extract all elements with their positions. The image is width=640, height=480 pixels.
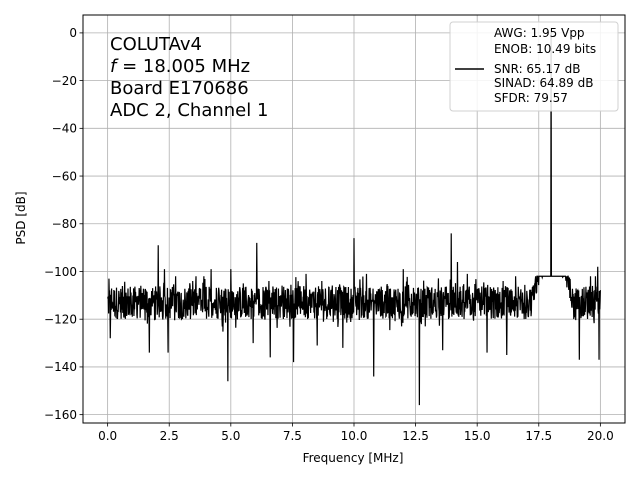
y-axis-label: PSD [dB]: [14, 191, 28, 244]
x-tick-label: 20.0: [587, 429, 614, 443]
annotation-line-1: COLUTAv4: [110, 34, 202, 55]
x-tick-label: 10.0: [341, 429, 368, 443]
y-tick-label: −60: [52, 169, 77, 183]
annotation-f-symbol: f: [110, 56, 119, 77]
x-tick-label: 17.5: [525, 429, 552, 443]
legend: AWG: 1.95 Vpp ENOB: 10.49 bits SNR: 65.1…: [449, 21, 619, 112]
x-tick-label: 15.0: [464, 429, 491, 443]
series-layer: [107, 32, 601, 406]
annotation-line-2: f = 18.005 MHz: [110, 56, 250, 77]
legend-entry-sinad: SINAD: 64.89 dB: [494, 76, 593, 90]
legend-entry-awg: AWG: 1.95 Vpp: [494, 26, 585, 40]
legend-entry-sfdr: SFDR: 79.57: [494, 91, 568, 105]
x-tick-label: 7.5: [283, 429, 302, 443]
x-tick-label: 0.0: [98, 429, 117, 443]
y-tick-label: −20: [52, 74, 77, 88]
y-axis-ticks: 0 −20 −40 −60 −80 −100 −120 −140 −160: [44, 26, 83, 422]
y-tick-label: −160: [44, 408, 77, 422]
annotation-line-3: Board E170686: [110, 78, 249, 99]
psd-series-line: [107, 32, 601, 406]
y-tick-label: −40: [52, 122, 77, 136]
y-tick-label: −100: [44, 265, 77, 279]
x-tick-label: 5.0: [221, 429, 240, 443]
y-tick-label: −120: [44, 313, 77, 327]
x-axis-label: Frequency [MHz]: [303, 451, 404, 465]
y-tick-label: −140: [44, 360, 77, 374]
x-tick-label: 2.5: [160, 429, 179, 443]
y-tick-label: −80: [52, 217, 77, 231]
x-axis-ticks: 0.0 2.5 5.0 7.5 10.0 12.5 15.0 17.5 20.0: [98, 423, 614, 443]
y-tick-label: 0: [69, 26, 77, 40]
annotation-text: COLUTAv4 f = 18.005 MHz Board E170686 AD…: [110, 34, 268, 121]
legend-entry-enob: ENOB: 10.49 bits: [494, 42, 596, 56]
legend-box: [449, 21, 619, 112]
annotation-frequency: = 18.005 MHz: [122, 56, 250, 77]
x-tick-label: 12.5: [402, 429, 429, 443]
legend-entry-snr: SNR: 65.17 dB: [494, 62, 580, 76]
annotation-line-4: ADC 2, Channel 1: [110, 100, 268, 121]
